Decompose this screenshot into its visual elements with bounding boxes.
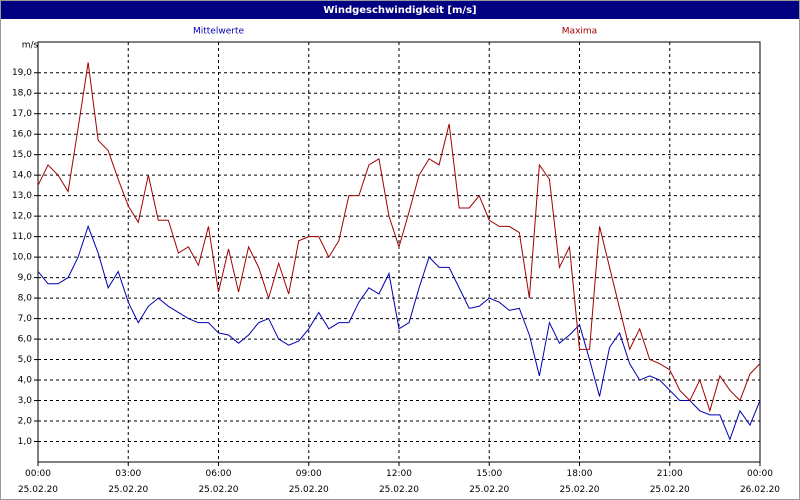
y-tick-label: 8,0 (18, 294, 33, 304)
x-tick-label-line: 00:00 (25, 469, 51, 479)
series-line (37, 224, 761, 441)
y-axis-label: m/s (22, 41, 39, 51)
x-tick-label-line: 25.02.20 (289, 485, 329, 495)
y-tick-label: 1,0 (18, 437, 33, 447)
y-tick-label: 12,0 (12, 212, 32, 222)
x-tick-label-line: 25.02.20 (379, 485, 419, 495)
y-tick-label: 11,0 (12, 232, 32, 242)
x-tick-label: 06:00 25.02.20 (198, 469, 238, 495)
y-tick-label: 13,0 (12, 191, 32, 201)
x-tick-label-line: 25.02.20 (108, 485, 148, 495)
legend-label: Maxima (562, 27, 597, 37)
y-tick-label: 5,0 (18, 355, 33, 365)
x-tick-label: 15:00 25.02.20 (469, 469, 509, 495)
x-tick-label: 21:00 25.02.20 (650, 469, 690, 495)
y-tick-label: 14,0 (12, 171, 32, 181)
x-tick-label: 00:00 25.02.20 (18, 469, 58, 495)
x-tick-label-line: 21:00 (657, 469, 683, 479)
y-tick-label: 2,0 (18, 417, 33, 427)
x-tick-label-line: 15:00 (476, 469, 502, 479)
y-tick-label: 7,0 (18, 314, 33, 324)
y-tick-label: 10,0 (12, 253, 32, 263)
y-tick-label: 17,0 (12, 109, 32, 119)
series-line (37, 62, 761, 413)
x-tick-label-line: 03:00 (115, 469, 141, 479)
chart-title: Windgeschwindigkeit [m/s] (323, 5, 476, 16)
x-tick-label-line: 25.02.20 (650, 485, 690, 495)
y-tick-label: 4,0 (18, 376, 33, 386)
x-tick-label: 09:00 25.02.20 (289, 469, 329, 495)
x-tick-label-line: 18:00 (567, 469, 593, 479)
x-tick-label-line: 25.02.20 (559, 485, 599, 495)
y-tick-label: 9,0 (18, 273, 33, 283)
x-tick-label-line: 09:00 (296, 469, 322, 479)
legend-label: Mittelwerte (193, 27, 244, 37)
x-tick-label: 03:00 25.02.20 (108, 469, 148, 495)
y-tick-label: 15,0 (12, 150, 32, 160)
x-tick-label: 12:00 25.02.20 (379, 469, 419, 495)
x-tick-label-line: 25.02.20 (18, 485, 58, 495)
x-tick-label-line: 06:00 (206, 469, 232, 479)
x-tick-label-line: 26.02.20 (740, 485, 780, 495)
x-tick-label-line: 25.02.20 (198, 485, 238, 495)
y-tick-label: 16,0 (12, 130, 32, 140)
x-tick-label-line: 12:00 (386, 469, 412, 479)
title-bar (1, 1, 799, 19)
y-tick-label: 3,0 (18, 396, 33, 406)
x-tick-label-line: 00:00 (747, 469, 773, 479)
x-tick-label: 00:00 26.02.20 (740, 469, 780, 495)
y-tick-label: 19,0 (12, 68, 32, 78)
y-tick-label: 6,0 (18, 335, 33, 345)
y-tick-label: 18,0 (12, 89, 32, 99)
x-tick-label: 18:00 25.02.20 (559, 469, 599, 495)
x-tick-label-line: 25.02.20 (469, 485, 509, 495)
